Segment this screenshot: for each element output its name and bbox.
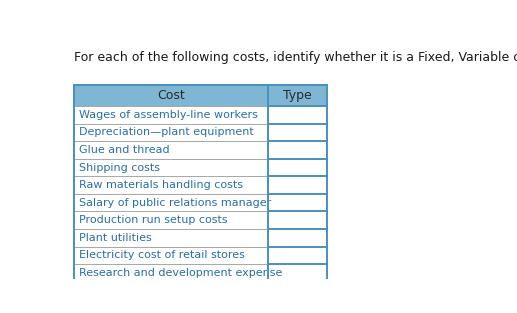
- Text: Glue and thread: Glue and thread: [79, 145, 169, 155]
- Text: Raw materials handling costs: Raw materials handling costs: [79, 180, 242, 190]
- Text: Shipping costs: Shipping costs: [79, 162, 160, 172]
- Bar: [268, 264, 327, 282]
- Bar: [268, 141, 327, 159]
- Text: Type: Type: [283, 89, 312, 102]
- Bar: [74, 85, 268, 106]
- Bar: [74, 229, 268, 247]
- Text: Wages of assembly-line workers: Wages of assembly-line workers: [79, 110, 257, 120]
- Bar: [74, 159, 268, 176]
- Text: Salary of public relations manager: Salary of public relations manager: [79, 198, 271, 208]
- Bar: [268, 159, 327, 176]
- Text: Plant utilities: Plant utilities: [79, 233, 151, 243]
- Bar: [268, 229, 327, 247]
- Bar: [268, 211, 327, 229]
- Bar: [74, 106, 268, 124]
- Bar: [268, 194, 327, 211]
- Bar: [74, 194, 268, 211]
- Text: Cost: Cost: [157, 89, 185, 102]
- Bar: [268, 247, 327, 264]
- Text: Production run setup costs: Production run setup costs: [79, 215, 227, 225]
- Bar: [268, 106, 327, 124]
- Bar: [74, 85, 327, 282]
- Text: Depreciation—plant equipment: Depreciation—plant equipment: [79, 127, 253, 137]
- Bar: [74, 247, 268, 264]
- Bar: [74, 124, 268, 141]
- Text: Electricity cost of retail stores: Electricity cost of retail stores: [79, 250, 245, 260]
- Bar: [268, 85, 327, 106]
- Bar: [268, 176, 327, 194]
- Bar: [74, 141, 268, 159]
- Bar: [268, 124, 327, 141]
- Bar: [74, 264, 268, 282]
- Text: For each of the following costs, identify whether it is a Fixed, Variable or Bot: For each of the following costs, identif…: [74, 51, 517, 64]
- Bar: [74, 176, 268, 194]
- Text: Research and development expense: Research and development expense: [79, 268, 282, 278]
- Bar: [74, 211, 268, 229]
